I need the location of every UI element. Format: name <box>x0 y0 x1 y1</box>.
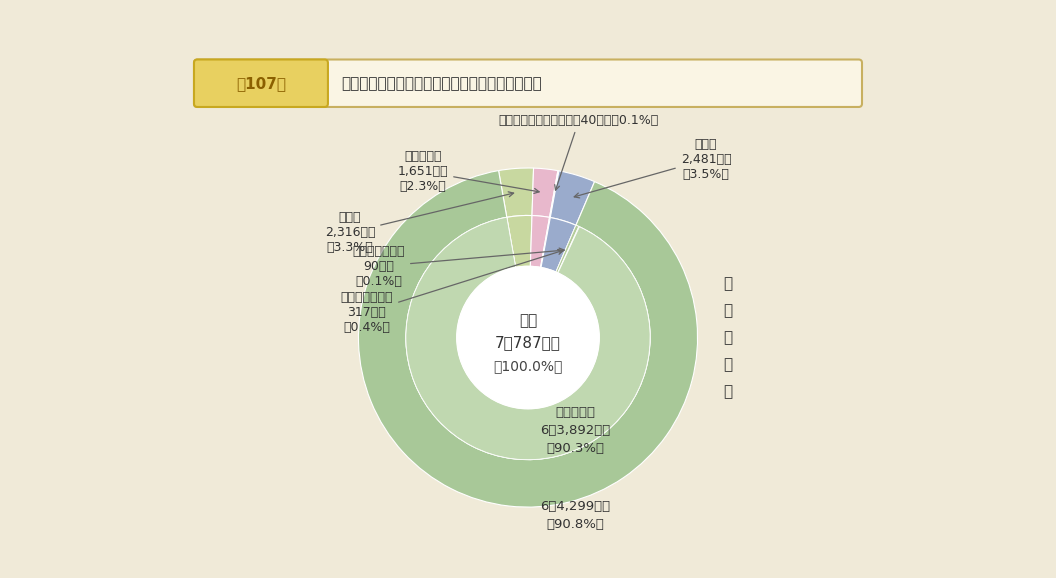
Wedge shape <box>406 217 650 460</box>
Text: 審査支払手数料
90億円
（0.1%）: 審査支払手数料 90億円 （0.1%） <box>353 245 564 288</box>
Text: 基金積立金
1,651億円
（2.3%）: 基金積立金 1,651億円 （2.3%） <box>397 150 540 194</box>
Wedge shape <box>532 168 558 217</box>
Text: その他
2,481億円
（3.5%）: その他 2,481億円 （3.5%） <box>574 138 732 198</box>
Wedge shape <box>541 217 576 272</box>
Wedge shape <box>358 171 698 507</box>
Wedge shape <box>530 216 549 268</box>
Text: 7兆787億円: 7兆787億円 <box>495 335 561 350</box>
Wedge shape <box>541 217 550 268</box>
Text: 6兆4,299億円
（90.8%）: 6兆4,299億円 （90.8%） <box>541 500 610 531</box>
FancyBboxPatch shape <box>194 60 862 107</box>
Text: 保
険
給
付
費: 保 険 給 付 費 <box>723 276 733 399</box>
Text: （100.0%）: （100.0%） <box>493 360 563 373</box>
Wedge shape <box>406 217 650 460</box>
Wedge shape <box>555 225 579 273</box>
Text: 財政安定化基金拠出金　40億円（0.1%）: 財政安定化基金拠出金 40億円（0.1%） <box>498 114 659 190</box>
Text: 第107図: 第107図 <box>235 76 286 91</box>
Wedge shape <box>549 171 559 217</box>
Circle shape <box>457 266 599 409</box>
Text: 総務費
2,316億円
（3.3%）: 総務費 2,316億円 （3.3%） <box>325 192 513 254</box>
Text: 歳出: 歳出 <box>518 313 538 328</box>
Text: 介護保険事業の歳出決算の状況（保険事業勘定）: 介護保険事業の歳出決算の状況（保険事業勘定） <box>341 76 542 91</box>
Wedge shape <box>507 216 532 268</box>
Wedge shape <box>558 227 580 273</box>
FancyBboxPatch shape <box>194 60 328 107</box>
Text: 介護諸費等
6兆3,892億円
（90.3%）: 介護諸費等 6兆3,892億円 （90.3%） <box>541 406 610 455</box>
Wedge shape <box>550 171 595 225</box>
Text: その他の給付費
317億円
（0.4%）: その他の給付費 317億円 （0.4%） <box>341 250 563 334</box>
Wedge shape <box>498 168 533 217</box>
